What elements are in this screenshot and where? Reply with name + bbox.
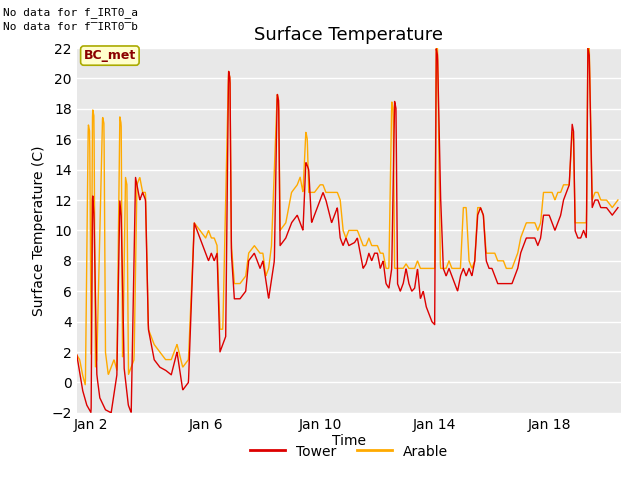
- Y-axis label: Surface Temperature (C): Surface Temperature (C): [32, 145, 46, 316]
- Text: No data for f_IRT0_a: No data for f_IRT0_a: [3, 7, 138, 18]
- Text: BC_met: BC_met: [84, 49, 136, 62]
- Title: Surface Temperature: Surface Temperature: [254, 25, 444, 44]
- Text: No data for f̅IRT0̅b: No data for f̅IRT0̅b: [3, 22, 138, 32]
- X-axis label: Time: Time: [332, 434, 366, 448]
- Legend: Tower, Arable: Tower, Arable: [244, 439, 453, 464]
